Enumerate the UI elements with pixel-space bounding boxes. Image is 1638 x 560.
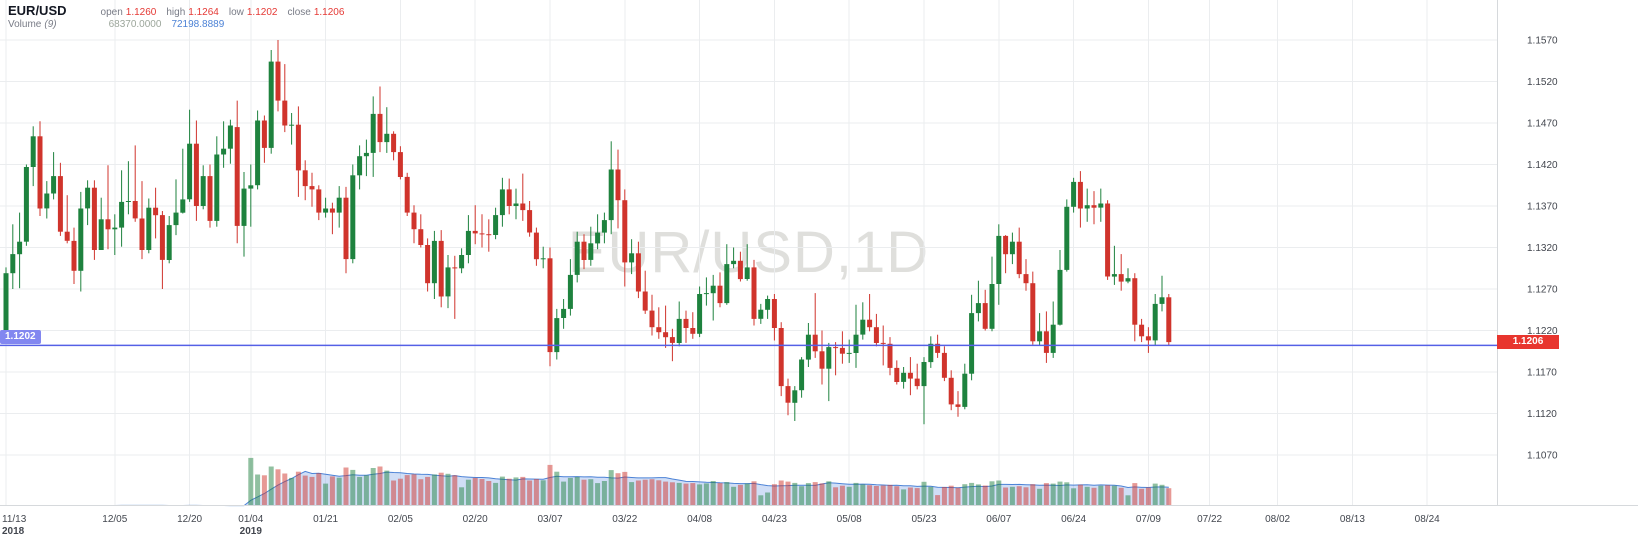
svg-text:08/13: 08/13 [1340,514,1365,525]
volume-indicator-label[interactable]: Volume [8,19,42,30]
svg-text:08/24: 08/24 [1415,514,1440,525]
svg-text:06/07: 06/07 [986,514,1011,525]
svg-text:1.1120: 1.1120 [1527,409,1557,420]
open-label: open [100,7,123,18]
svg-text:1.1070: 1.1070 [1527,451,1558,462]
low-value: 1.1202 [246,7,278,18]
svg-text:06/24: 06/24 [1061,514,1086,525]
svg-text:1.1420: 1.1420 [1527,160,1558,171]
volume-ma-period-label: (9) [44,19,57,30]
axis-borders [0,0,1638,506]
svg-text:01/04: 01/04 [238,514,263,525]
close-value: 1.1206 [313,7,345,18]
svg-text:07/09: 07/09 [1136,514,1161,525]
gridlines [0,0,1497,505]
candles [3,40,1172,425]
svg-text:03/07: 03/07 [537,514,562,525]
svg-text:1.1520: 1.1520 [1527,77,1558,88]
volume-bars [3,457,1172,506]
low-label: low [228,7,244,18]
svg-text:02/05: 02/05 [388,514,413,525]
high-label: high [166,7,186,18]
svg-text:1.1220: 1.1220 [1527,326,1558,337]
svg-text:1.1570: 1.1570 [1527,36,1558,47]
svg-text:02/20: 02/20 [463,514,488,525]
svg-text:2019: 2019 [240,526,263,537]
svg-text:1.1270: 1.1270 [1527,285,1558,296]
svg-text:04/23: 04/23 [762,514,787,525]
horizontal-line-price-tag[interactable]: 1.1202 [0,330,41,344]
svg-text:12/05: 12/05 [102,514,127,525]
symbol-title[interactable]: EUR/USD [8,3,67,18]
svg-text:2018: 2018 [2,526,25,537]
svg-text:1.1170: 1.1170 [1527,368,1557,379]
svg-text:12/20: 12/20 [177,514,202,525]
volume-indicator-row: Volume (9) 68370.0000 72198.8889 [8,19,344,35]
chart-legend: EUR/USD open 1.1260 high 1.1264 low 1.12… [8,3,344,35]
svg-text:07/22: 07/22 [1197,514,1222,525]
svg-text:05/23: 05/23 [911,514,936,525]
svg-text:01/21: 01/21 [313,514,338,525]
svg-text:03/22: 03/22 [612,514,637,525]
symbol-ohlc-row: EUR/USD open 1.1260 high 1.1264 low 1.12… [8,3,344,19]
svg-text:1.1370: 1.1370 [1527,202,1558,213]
svg-text:11/13: 11/13 [2,514,27,525]
high-value: 1.1264 [188,7,219,18]
svg-text:08/02: 08/02 [1265,514,1290,525]
price-axis[interactable]: 1.1570 1.1520 1.1470 1.1420 1.1370 1.1320 1.12… [1527,36,1558,462]
svg-text:1.1470: 1.1470 [1527,119,1558,130]
close-label: close [287,7,311,18]
svg-text:1.1320: 1.1320 [1527,243,1558,254]
volume-value: 68370.0000 [108,19,162,30]
svg-text:04/08: 04/08 [687,514,712,525]
svg-text:05/08: 05/08 [837,514,862,525]
volume-ma-area [60,470,1169,507]
volume-ma-value: 72198.8889 [171,19,225,30]
open-value: 1.1260 [125,7,157,18]
last-price-tag: 1.1206 [1497,335,1559,349]
